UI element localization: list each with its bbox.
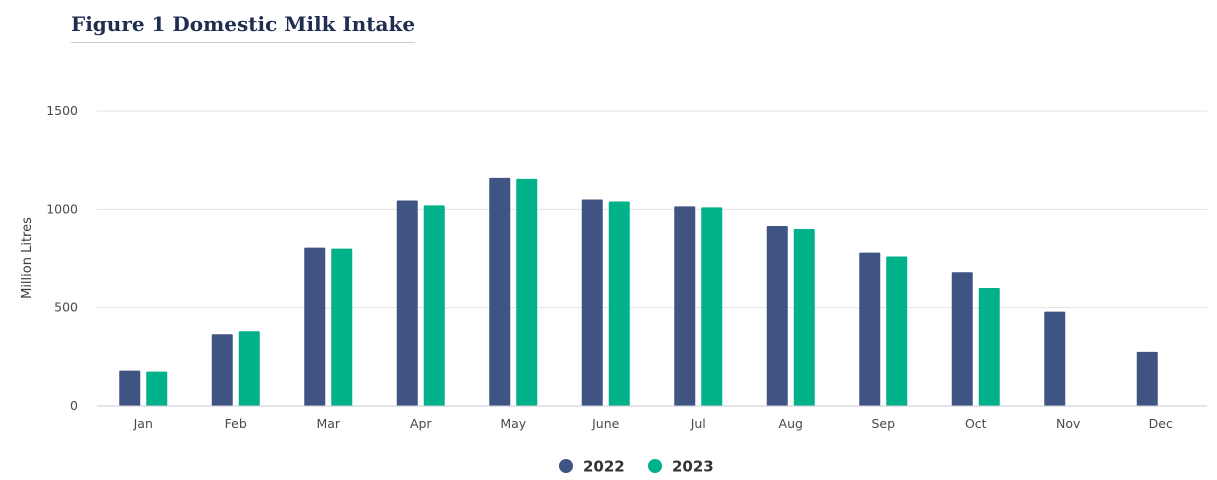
x-tick-label: May [500, 416, 526, 431]
x-tick-label: Jul [690, 416, 706, 431]
chart-title: Figure 1 Domestic Milk Intake [71, 12, 416, 43]
x-tick-label: Oct [965, 416, 987, 431]
y-tick-label: 1500 [46, 103, 78, 118]
legend-marker [648, 459, 662, 473]
bar-2023-feb[interactable] [238, 331, 260, 406]
legend-label: 2022 [583, 458, 625, 476]
bar-2022-dec[interactable] [1136, 351, 1158, 406]
bar-2023-may[interactable] [516, 178, 538, 406]
x-tick-label: Jan [133, 416, 153, 431]
legend[interactable]: 2022 2023 [559, 458, 714, 476]
bar-2023-apr[interactable] [423, 205, 445, 406]
x-tick-label: Feb [225, 416, 247, 431]
bar-2022-may[interactable] [489, 177, 511, 406]
x-axis: Jan Feb Mar Apr May June Jul Aug Sep Oct Nov Dec [97, 405, 1207, 431]
x-tick-label: Apr [410, 416, 432, 431]
bar-2022-sep[interactable] [859, 252, 881, 406]
bar-2023-jan[interactable] [146, 371, 168, 406]
x-tick-label: Mar [316, 416, 340, 431]
x-tick-label: Aug [779, 416, 803, 431]
bar-2022-jan[interactable] [119, 370, 141, 406]
bar-2023-mar[interactable] [331, 248, 353, 406]
bar-2022-apr[interactable] [396, 200, 418, 406]
x-tick-label: Dec [1149, 416, 1173, 431]
bar-2022-mar[interactable] [304, 247, 326, 406]
bar-2022-oct[interactable] [951, 272, 973, 406]
bar-2023-june[interactable] [608, 201, 630, 406]
bar-2023-jul[interactable] [701, 207, 723, 406]
bar-2022-jul[interactable] [674, 206, 696, 406]
legend-item-2022[interactable]: 2022 [559, 458, 625, 476]
grid-lines [97, 110, 1207, 309]
bar-2022-nov[interactable] [1044, 311, 1066, 406]
bar-2023-oct[interactable] [978, 288, 1000, 406]
legend-item-2023[interactable]: 2023 [648, 458, 714, 476]
bars [119, 177, 1158, 407]
y-axis: 0 500 1000 1500 [46, 103, 78, 413]
x-tick-label: Nov [1056, 416, 1081, 431]
bar-2023-sep[interactable] [886, 256, 908, 406]
x-tick-label: June [591, 416, 620, 431]
y-axis-title: Million Litres [20, 217, 35, 299]
legend-marker [559, 459, 573, 473]
bar-2023-aug[interactable] [793, 229, 815, 406]
bar-2022-aug[interactable] [766, 226, 788, 406]
legend-label: 2023 [672, 458, 714, 476]
x-tick-label: Sep [871, 416, 895, 431]
y-tick-label: 1000 [46, 201, 78, 216]
y-tick-label: 0 [70, 398, 78, 413]
bar-2022-june[interactable] [581, 199, 603, 407]
y-tick-label: 500 [54, 300, 78, 315]
bar-2022-feb[interactable] [211, 334, 233, 406]
